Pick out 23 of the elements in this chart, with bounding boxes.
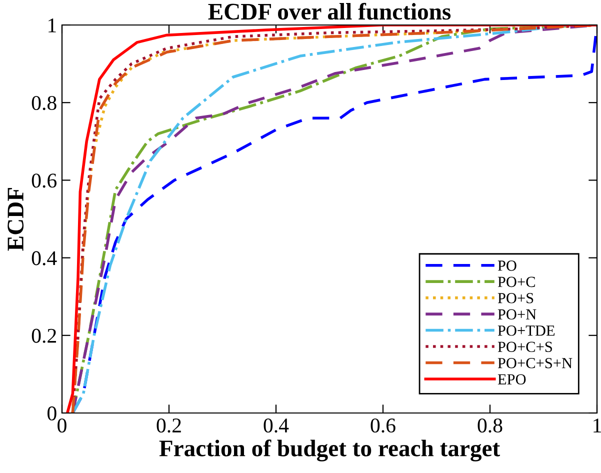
x-tick-label: 1 [594,418,601,432]
legend-label: EPO [498,374,526,385]
x-axis-title: Fraction of budget to reach target [159,440,500,462]
x-tick-label: 0 [58,418,66,433]
legend-label: PO+S [498,293,534,304]
y-axis-title: ECDF [8,188,24,251]
y-tick-label: 0.6 [32,174,57,188]
x-tick-label: 0.8 [478,418,502,433]
y-tick-label: 0.2 [32,328,56,343]
y-tick-label: 0.8 [32,96,56,110]
legend-label: PO+C+S+N [498,358,572,368]
x-tick-label: 0.4 [264,418,289,433]
x-tick-label: 0.2 [156,418,181,433]
y-tick-label: 0.4 [32,251,57,266]
legend-label: PO [498,260,516,271]
y-tick-label: 1 [48,18,56,32]
x-tick-label: 0.6 [370,418,396,433]
legend-label: PO+N [498,309,536,320]
legend-label: PO+C [498,276,535,288]
chart-title: ECDF over all functions [208,2,451,20]
legend-label: PO+TDE [498,326,555,336]
y-tick-label: 0 [48,406,56,420]
legend-label: PO+C+S [498,342,552,352]
